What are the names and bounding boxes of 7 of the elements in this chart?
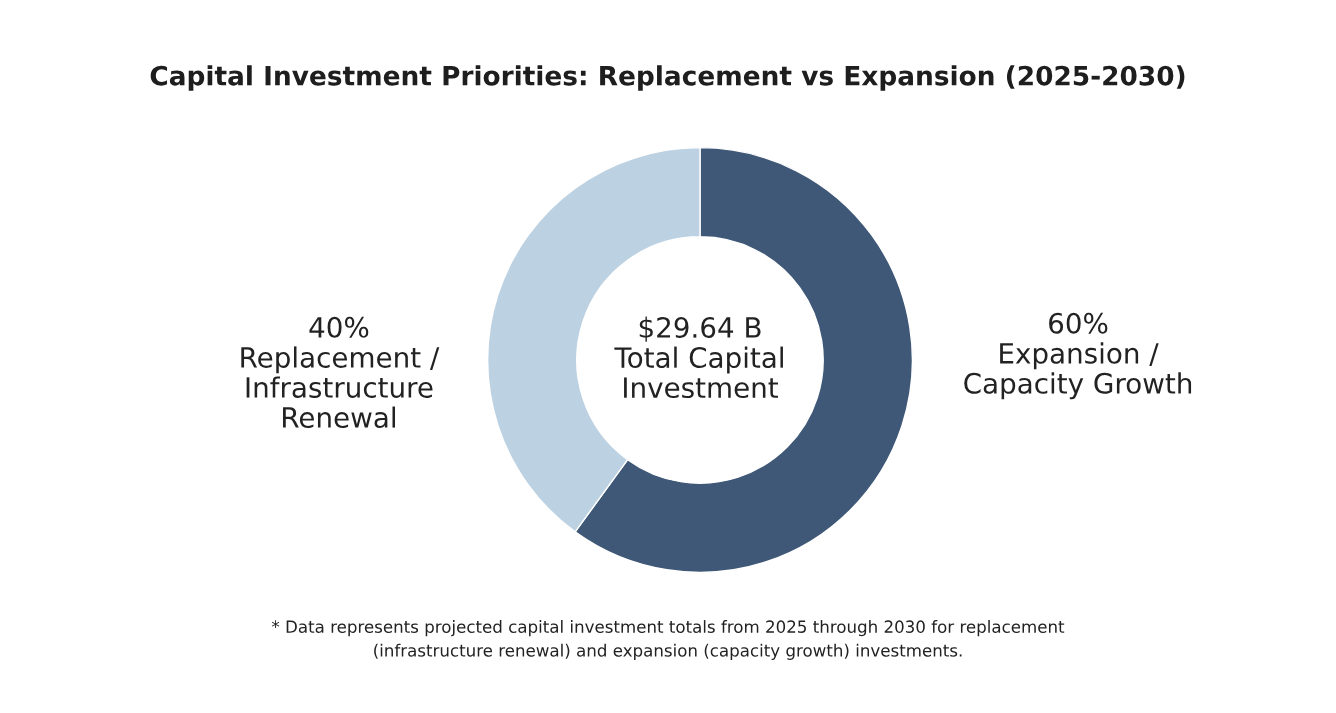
slice-label: Expansion / Capacity Growth	[964, 342, 1192, 400]
text: $29.64 B Total Capital Investment	[614, 316, 783, 399]
data-label: 40%	[309, 316, 369, 338]
text: * Data represents projected capital investment totals from 2025 through 2030 for replacement (infrastructure renewal) and expansion (capacity growth) investments.	[271, 620, 1065, 660]
slice-label: Replacement / Infrastructure Renewal	[241, 346, 440, 428]
chart-title: Capital Investment Priorities: Replacement vs Expansion (2025-2030)	[150, 65, 1185, 91]
data-label: 60%	[1049, 312, 1108, 334]
